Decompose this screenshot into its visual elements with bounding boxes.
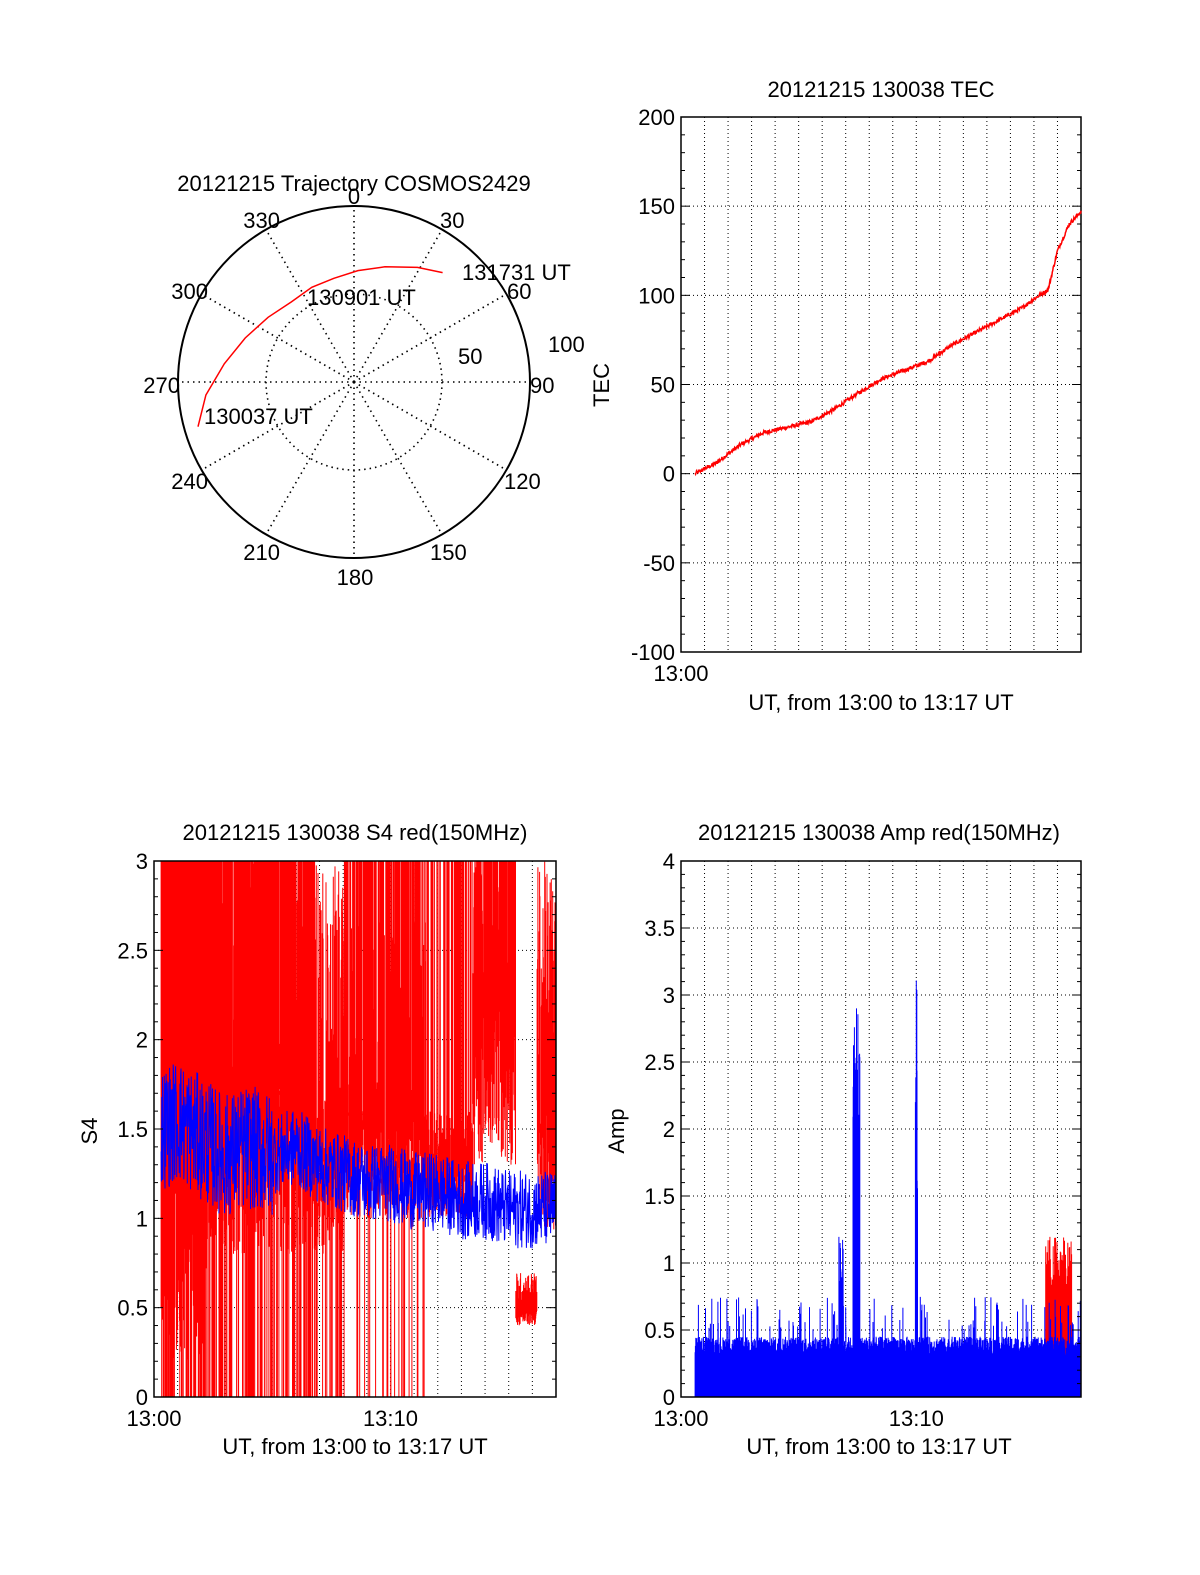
azimuth-label: 300	[171, 279, 208, 304]
azimuth-label: 240	[171, 469, 208, 494]
annotation-mid-time: 130901 UT	[307, 285, 416, 310]
elevation-label-100: 100	[548, 332, 585, 357]
amp-ytick-label: 1.5	[644, 1184, 675, 1209]
tec-title: 20121215 130038 TEC	[767, 77, 994, 102]
tec-ytick-label: -100	[631, 640, 675, 665]
azimuth-label: 0	[348, 184, 360, 209]
tec-ytick-label: 200	[638, 105, 675, 130]
amp-ytick-label: 0.5	[644, 1318, 675, 1343]
tec-ytick-label: 150	[638, 194, 675, 219]
s4-xlabel: UT, from 13:00 to 13:17 UT	[222, 1434, 487, 1459]
amp-xlabel: UT, from 13:00 to 13:17 UT	[746, 1434, 1011, 1459]
polar-spoke	[353, 381, 507, 471]
amp-ticks: 4 3.5 3 2.5 2 1.5 1 0.5 013:00 13:10	[644, 849, 1081, 1431]
amp-ylabel: Amp	[604, 1108, 629, 1153]
tec-ytick-label: -50	[643, 551, 675, 576]
tec-ytick-label: 50	[651, 373, 675, 398]
polar-spoke	[201, 293, 355, 383]
azimuth-label: 60	[507, 279, 531, 304]
tec-ylabel: TEC	[589, 363, 614, 407]
annotation-end-time: 131731 UT	[462, 260, 571, 285]
amp-ytick-label: 2	[663, 1117, 675, 1142]
tec-ytick-label: 100	[638, 283, 675, 308]
tec-ytick-label: 0	[663, 462, 675, 487]
s4-blue-series	[160, 1064, 557, 1249]
s4-title: 20121215 130038 S4 red(150MHz)	[183, 820, 528, 845]
s4-ytick-label: 2	[136, 1028, 148, 1053]
s4-ytick-label: 1.5	[117, 1117, 148, 1142]
polar-spoke	[353, 293, 507, 383]
tec-panel: 20121215 130038 TEC 200 150 100 50 0 -50 -1001…	[589, 77, 1082, 715]
tec-grid	[681, 117, 1081, 652]
azimuth-label: 180	[337, 565, 374, 590]
trajectory-title: 20121215 Trajectory COSMOS2429	[177, 171, 530, 196]
polar-azimuth-labels: 0 30 60 90 120 150 180 210 240 270 300 330	[143, 184, 554, 590]
s4-xtick-label: 13:00	[126, 1406, 181, 1431]
azimuth-label: 90	[530, 373, 554, 398]
s4-panel: 20121215 130038 S4 red(150MHz) 3 2.5 2 1.5 1…	[77, 820, 557, 1459]
amp-grid	[681, 861, 1081, 1397]
azimuth-label: 120	[504, 469, 541, 494]
azimuth-label: 270	[143, 373, 180, 398]
s4-xtick-label: 13:10	[363, 1406, 418, 1431]
amp-panel: 20121215 130038 Amp red(150MHz) 4 3.5 3 2.5…	[604, 820, 1082, 1459]
tec-series	[694, 210, 1082, 477]
amp-title: 20121215 130038 Amp red(150MHz)	[698, 820, 1060, 845]
amp-blue-spikes	[694, 980, 1082, 1397]
amp-ytick-label: 4	[663, 849, 675, 874]
azimuth-label: 330	[243, 208, 280, 233]
tec-xlabel: UT, from 13:00 to 13:17 UT	[748, 690, 1013, 715]
s4-ticks: 3 2.5 2 1.5 1 0.5 013:00 13:10	[117, 849, 556, 1431]
satellite-track	[197, 266, 443, 427]
s4-ylabel: S4	[77, 1118, 102, 1145]
amp-ytick-label: 1	[663, 1251, 675, 1276]
elevation-label-50: 50	[458, 344, 482, 369]
amp-xtick-label: 13:00	[653, 1406, 708, 1431]
s4-ytick-label: 0	[136, 1385, 148, 1410]
trajectory-panel: 20121215 Trajectory COSMOS2429 0 30 60 90 12…	[143, 171, 584, 590]
polar-spoke	[201, 381, 355, 471]
azimuth-label: 150	[430, 540, 467, 565]
polar-spoke	[265, 381, 355, 535]
amp-ytick-label: 3.5	[644, 916, 675, 941]
amp-ytick-label: 3	[663, 983, 675, 1008]
s4-ytick-label: 3	[136, 849, 148, 874]
polar-spoke	[353, 229, 443, 383]
polar-spoke	[265, 229, 355, 383]
s4-ytick-label: 0.5	[117, 1296, 148, 1321]
amp-ytick-label: 0	[663, 1385, 675, 1410]
polar-outer-circle	[177, 205, 531, 559]
polar-spokes	[178, 206, 530, 558]
s4-ytick-label: 1	[136, 1206, 148, 1231]
s4-ytick-label: 2.5	[117, 938, 148, 963]
annotation-start-time: 130037 UT	[204, 404, 313, 429]
azimuth-label: 30	[440, 208, 464, 233]
amp-ytick-label: 2.5	[644, 1050, 675, 1075]
amp-xtick-label: 13:10	[889, 1406, 944, 1431]
azimuth-label: 210	[243, 540, 280, 565]
tec-xtick-label: 13:00	[653, 661, 708, 686]
amp-blue-series	[694, 980, 1082, 1397]
polar-spoke	[353, 381, 443, 535]
